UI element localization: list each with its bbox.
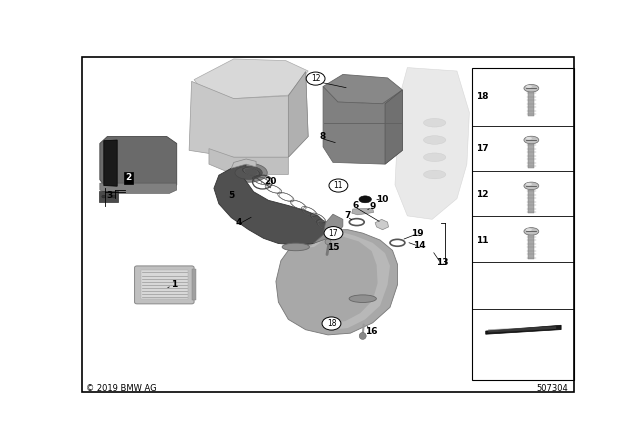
Polygon shape [209,149,288,174]
Bar [141,271,188,299]
Polygon shape [323,74,403,104]
Text: 1: 1 [171,280,177,289]
Polygon shape [486,325,561,334]
Text: 12: 12 [311,74,321,83]
Ellipse shape [325,239,331,245]
Ellipse shape [526,137,532,140]
Polygon shape [214,164,328,245]
Text: 6: 6 [352,201,358,210]
Polygon shape [323,86,403,164]
Text: 3: 3 [107,191,113,200]
Polygon shape [488,326,556,332]
Ellipse shape [524,182,539,190]
Polygon shape [194,59,308,99]
Ellipse shape [424,136,446,144]
Bar [529,92,534,116]
Text: 17: 17 [329,228,339,237]
Circle shape [324,227,343,240]
Polygon shape [288,72,308,157]
Text: 17: 17 [476,144,489,153]
Polygon shape [276,230,397,335]
Text: 14: 14 [413,241,426,250]
Polygon shape [375,220,388,230]
Text: 19: 19 [411,228,424,237]
Bar [529,144,534,168]
Ellipse shape [524,85,539,92]
Text: 11: 11 [333,181,343,190]
Ellipse shape [359,196,371,203]
Bar [529,235,534,259]
Text: 8: 8 [320,132,326,141]
Bar [529,190,534,214]
Polygon shape [313,214,343,244]
Text: 9: 9 [369,202,376,211]
Ellipse shape [526,183,532,185]
Ellipse shape [424,153,446,162]
Circle shape [306,72,325,85]
Text: 11: 11 [477,236,489,245]
Text: 4: 4 [236,218,242,227]
Text: 18: 18 [477,92,489,101]
Polygon shape [385,90,403,164]
Ellipse shape [349,295,376,302]
Ellipse shape [524,228,539,235]
Ellipse shape [359,332,366,340]
Text: 7: 7 [345,211,351,220]
Circle shape [322,317,341,330]
Polygon shape [231,159,256,168]
Circle shape [102,195,106,198]
Ellipse shape [424,118,446,127]
Text: 13: 13 [436,258,449,267]
Bar [191,269,196,301]
Text: 507304: 507304 [537,384,568,393]
Circle shape [329,179,348,192]
Text: 12: 12 [477,190,489,199]
Text: 18: 18 [327,319,336,328]
Ellipse shape [526,85,532,88]
Text: 15: 15 [326,243,339,253]
Polygon shape [296,233,390,330]
Ellipse shape [424,170,446,179]
Polygon shape [352,208,374,215]
Ellipse shape [524,136,539,144]
Ellipse shape [282,243,309,251]
FancyBboxPatch shape [99,191,118,202]
Text: 16: 16 [365,327,378,336]
Text: 10: 10 [376,195,388,204]
Polygon shape [189,72,308,157]
Ellipse shape [235,166,262,179]
FancyBboxPatch shape [134,266,194,304]
Text: 2: 2 [125,173,132,182]
Text: 5: 5 [228,191,234,200]
Bar [472,68,573,380]
Polygon shape [104,140,117,186]
Polygon shape [395,68,469,220]
Ellipse shape [230,163,268,182]
Polygon shape [100,183,177,194]
Polygon shape [100,137,177,190]
Circle shape [112,195,116,198]
Text: © 2019 BMW AG: © 2019 BMW AG [86,384,157,393]
Ellipse shape [526,228,532,231]
Text: 20: 20 [264,177,276,186]
